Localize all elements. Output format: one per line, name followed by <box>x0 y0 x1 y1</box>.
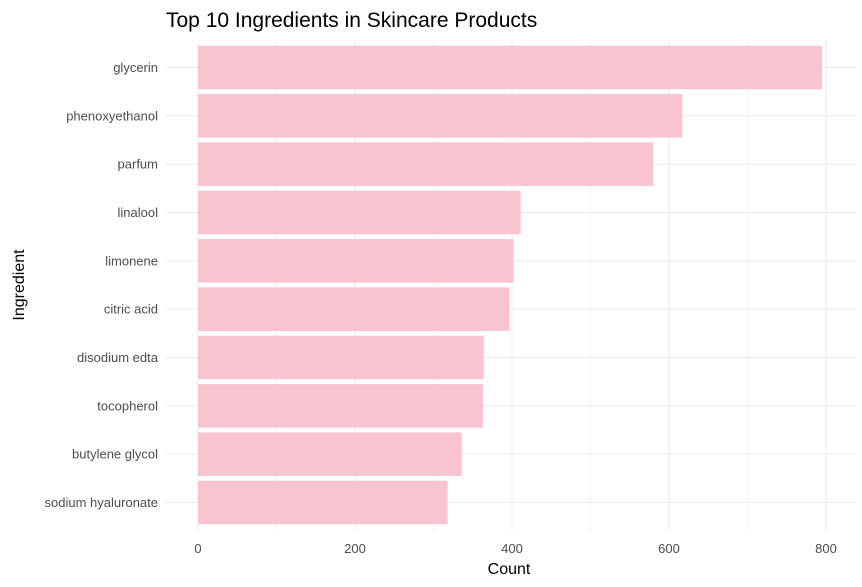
x-axis-title: Count <box>488 561 531 578</box>
y-tick-label: glycerin <box>113 60 158 75</box>
bars <box>198 45 823 525</box>
bar <box>198 142 654 186</box>
x-tick-label: 400 <box>501 541 523 556</box>
y-tick-label: linalool <box>118 205 159 220</box>
x-tick-label: 0 <box>194 541 201 556</box>
bar <box>198 190 521 235</box>
y-tick-label: sodium hyaluronate <box>45 495 158 510</box>
x-tick-label: 800 <box>815 541 837 556</box>
y-tick-label: citric acid <box>104 302 158 317</box>
bar <box>198 287 510 331</box>
chart-title: Top 10 Ingredients in Skincare Products <box>166 9 537 32</box>
x-tick-label: 200 <box>344 541 366 556</box>
y-axis-title: Ingredient <box>11 249 28 321</box>
x-tick-labels: 0 200 400 600 800 <box>194 541 836 556</box>
bar <box>198 384 483 428</box>
y-tick-label: phenoxyethanol <box>66 108 158 123</box>
bar <box>198 432 462 476</box>
y-tick-label: butylene glycol <box>72 447 158 462</box>
bar <box>198 94 683 138</box>
y-tick-label: tocopherol <box>97 398 158 413</box>
y-tick-label: limonene <box>105 253 158 268</box>
bar <box>198 239 514 283</box>
y-tick-labels: glycerin phenoxyethanol parfum linalool limo… <box>45 60 159 510</box>
y-tick-label: disodium edta <box>77 350 159 365</box>
bar <box>198 45 823 90</box>
y-tick-label: parfum <box>118 157 158 172</box>
x-tick-label: 600 <box>658 541 680 556</box>
bar <box>198 335 484 380</box>
bar <box>198 480 448 525</box>
